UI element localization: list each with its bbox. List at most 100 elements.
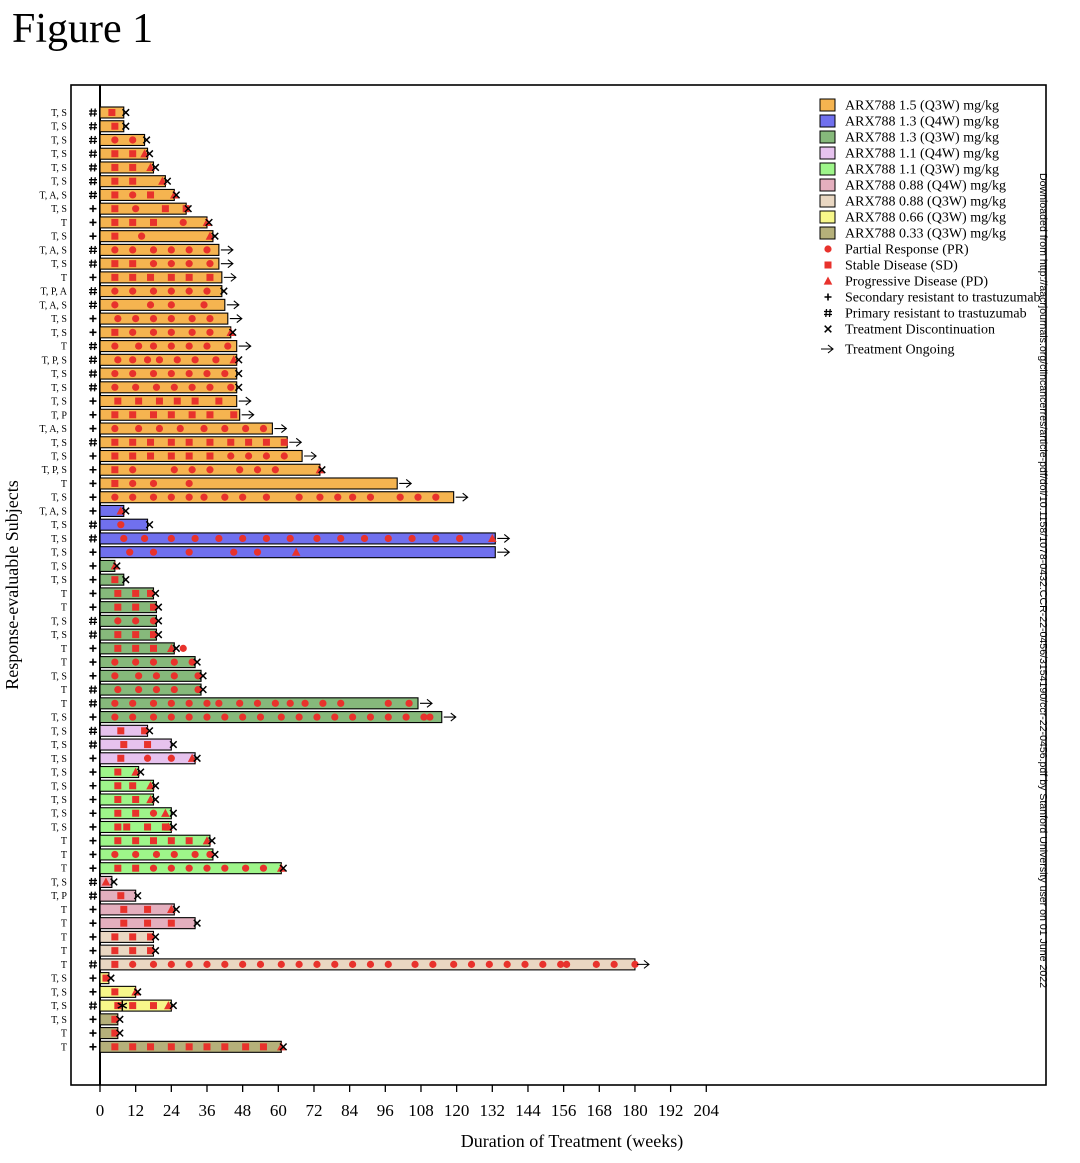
x-line: [184, 204, 193, 213]
pr-dot: [149, 246, 158, 254]
pr-marker: [111, 287, 119, 295]
arrow-line: [399, 479, 413, 488]
discontinuation-marker: [199, 685, 207, 694]
x-line: [199, 672, 207, 680]
pd-marker: [110, 561, 120, 570]
pr-marker: [185, 960, 193, 968]
secondary-resistance-marker: [89, 850, 97, 858]
pr-marker: [167, 864, 175, 872]
sd-square: [111, 988, 119, 996]
pr-marker: [227, 383, 235, 391]
row-label: T, S: [51, 809, 67, 820]
x-line: [228, 328, 237, 337]
pr-marker: [167, 960, 175, 968]
pr-marker: [203, 287, 211, 295]
pd-triangle: [158, 176, 167, 185]
pr-marker: [167, 534, 175, 543]
pr-dot: [170, 685, 178, 694]
pr-marker: [253, 699, 262, 707]
secondary-resistance-marker: [89, 672, 97, 680]
pr-dot: [155, 424, 164, 433]
sd-marker: [149, 218, 157, 226]
discontinuation-marker: [228, 328, 237, 337]
pd-triangle: [161, 808, 170, 817]
secondary-resistance-marker: [89, 315, 97, 323]
sd-marker: [111, 232, 119, 240]
pr-marker: [337, 699, 345, 707]
row-label: T, S: [51, 575, 67, 586]
legend-swatch: [819, 130, 836, 144]
pr-marker: [563, 960, 571, 968]
subject-row: [99, 711, 457, 724]
pr-marker: [129, 287, 137, 295]
pd-marker: [167, 643, 176, 652]
pr-marker: [456, 534, 464, 543]
pr-dot: [188, 315, 196, 323]
subject-row: [99, 532, 511, 545]
secondary-resistance-marker: [89, 328, 97, 336]
pr-marker: [349, 713, 357, 721]
pr-dot: [194, 685, 202, 694]
row-label: T, S: [51, 493, 67, 504]
hash-line: [89, 122, 97, 131]
pd-marker: [170, 190, 179, 199]
plus-line: [89, 905, 97, 913]
pr-dot: [592, 960, 600, 968]
ongoing-arrow: [455, 492, 469, 502]
pd-marker: [131, 987, 140, 996]
discontinuation-marker: [145, 149, 154, 158]
secondary-resistance-marker: [89, 425, 97, 433]
primary-resistance-marker: [89, 520, 97, 529]
pr-dot: [295, 493, 303, 501]
sd-square: [129, 933, 137, 941]
hash-line: [89, 699, 97, 708]
legend-label: Progressive Disease (PD): [845, 275, 988, 290]
pr-marker: [337, 534, 345, 543]
sd-marker: [114, 589, 122, 597]
secondary-resistance-marker: [89, 768, 97, 776]
discontinuation-marker: [211, 850, 219, 859]
sd-marker: [129, 947, 137, 955]
discontinuation-marker: [169, 740, 178, 749]
sd-square: [114, 809, 122, 817]
arrow-line: [241, 410, 255, 420]
x-tick-label: 168: [587, 1101, 613, 1120]
arrow-line: [420, 698, 433, 708]
sd-marker: [129, 411, 137, 419]
pr-marker: [215, 699, 223, 707]
pr-dot: [149, 548, 158, 556]
sd-marker: [111, 177, 119, 185]
secondary-resistance-marker: [89, 1015, 97, 1023]
plus-line: [89, 232, 97, 240]
sd-marker: [111, 479, 119, 487]
pr-marker: [152, 672, 161, 680]
duration-bar: [99, 711, 443, 724]
sd-marker: [111, 411, 119, 419]
pd-triangle: [315, 465, 325, 474]
pr-marker: [411, 960, 419, 968]
pr-dot: [384, 960, 392, 968]
sd-square: [144, 823, 152, 831]
pr-marker: [176, 424, 184, 433]
pr-dot: [405, 699, 413, 707]
sd-square: [147, 191, 155, 199]
sd-square: [149, 837, 157, 845]
sd-square: [111, 232, 119, 240]
legend-label: ARX788 0.88 (Q3W) mg/kg: [845, 195, 1006, 210]
subject-row: [99, 972, 115, 985]
sd-square: [245, 438, 253, 446]
subject-row: [99, 930, 160, 943]
pr-marker: [132, 383, 140, 391]
pr-marker: [194, 685, 202, 694]
pr-dot: [135, 342, 143, 350]
plus-line: [89, 315, 97, 323]
discontinuation-marker: [151, 163, 160, 172]
duration-bar: [99, 477, 398, 490]
pr-dot: [301, 699, 309, 707]
sd-marker: [114, 796, 122, 803]
sd-square: [111, 122, 119, 130]
pr-marker: [149, 960, 158, 968]
hash-line: [89, 355, 97, 364]
pr-marker: [111, 424, 119, 433]
x-line: [279, 1042, 288, 1051]
